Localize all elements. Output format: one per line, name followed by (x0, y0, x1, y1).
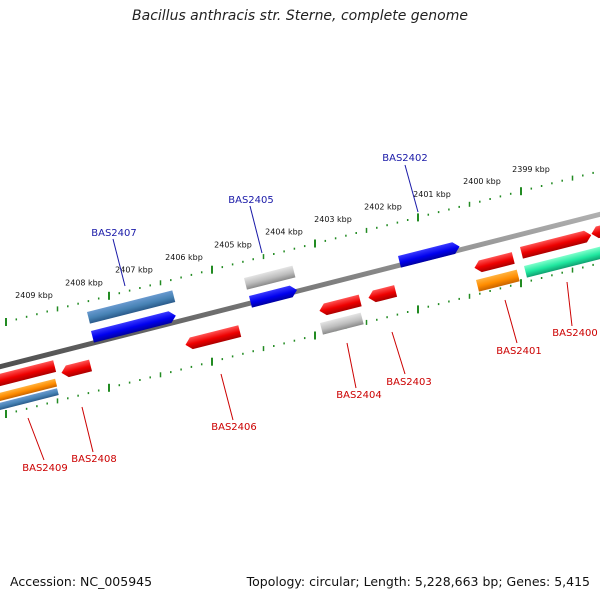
scale-label: 2408 kbp (65, 278, 103, 287)
scale-label: 2405 kbp (214, 241, 252, 250)
gene-feature[interactable] (244, 265, 296, 290)
gene-label[interactable]: BAS2407 (91, 228, 137, 239)
gene-feature[interactable] (520, 229, 593, 259)
gene-feature[interactable] (398, 241, 461, 268)
leader-line (112, 238, 126, 287)
gene-feature[interactable] (473, 252, 515, 273)
scale-ticks-forward (5, 171, 594, 326)
map-title: Bacillus anthracis str. Sterne, complete… (132, 8, 468, 24)
gene-label[interactable]: BAS2400 (552, 328, 598, 339)
gene-feature[interactable] (249, 284, 298, 308)
scale-labels: 2409 kbp 2408 kbp 2407 kbp 2406 kbp 2405 kbp… (15, 165, 550, 300)
gene-feature[interactable] (0, 378, 58, 402)
scale-label: 2406 kbp (165, 253, 203, 262)
gene-feature[interactable] (0, 360, 57, 387)
gene-feature[interactable] (590, 220, 600, 240)
leader-line (404, 164, 419, 213)
gene-feature[interactable] (367, 285, 398, 304)
gene-label[interactable]: BAS2409 (22, 463, 68, 474)
gene-feature[interactable] (476, 269, 520, 292)
scale-label: 2409 kbp (15, 291, 53, 300)
gene-label[interactable]: BAS2403 (386, 377, 432, 388)
leader-line (81, 406, 94, 453)
topology-summary: Topology: circular; Length: 5,228,663 bp… (246, 574, 590, 589)
reverse-strand-features (0, 252, 520, 411)
leader-line (391, 331, 406, 375)
genome-backbone (0, 211, 600, 370)
scale-label: 2403 kbp (314, 215, 352, 224)
leader-line (27, 417, 45, 461)
gene-label[interactable]: BAS2401 (496, 346, 542, 357)
gene-feature[interactable] (87, 290, 176, 324)
leader-line (346, 342, 357, 389)
gene-labels: BAS2407 BAS2405 BAS2402 BAS2409 BAS2408 … (22, 153, 598, 474)
accession-text: Accession: NC_005945 (10, 574, 153, 589)
gene-label[interactable]: BAS2404 (336, 390, 382, 401)
leader-line (566, 281, 573, 327)
gene-feature[interactable] (524, 246, 600, 278)
scale-label: 2404 kbp (265, 228, 303, 237)
scale-label: 2402 kbp (364, 202, 402, 211)
gene-feature[interactable] (60, 359, 93, 379)
scale-label: 2401 kbp (413, 190, 451, 199)
scale-label: 2407 kbp (115, 266, 153, 275)
leader-line (249, 205, 263, 254)
gene-feature[interactable] (91, 310, 177, 343)
gene-label[interactable]: BAS2406 (211, 422, 257, 433)
leader-line (504, 299, 518, 344)
forward-strand-features (87, 220, 600, 343)
gene-label[interactable]: BAS2405 (228, 195, 274, 206)
label-leader-lines (27, 164, 573, 461)
gene-label[interactable]: BAS2408 (71, 454, 117, 465)
scale-label: 2399 kbp (512, 165, 550, 174)
leader-line (220, 373, 234, 421)
gene-feature[interactable] (184, 325, 242, 350)
gene-feature[interactable] (320, 312, 364, 335)
gene-feature[interactable] (0, 388, 59, 411)
gene-label[interactable]: BAS2402 (382, 153, 428, 164)
gene-feature[interactable] (318, 294, 362, 317)
scale-label: 2400 kbp (463, 177, 501, 186)
